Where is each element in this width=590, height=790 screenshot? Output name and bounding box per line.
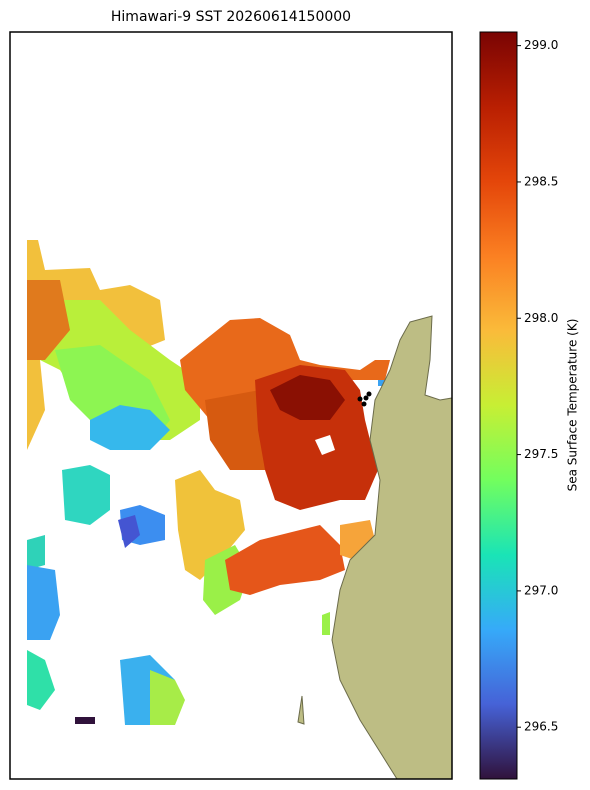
colorbar-tick-label: 299.0 (524, 38, 558, 52)
colorbar-tick-label: 297.0 (524, 583, 558, 597)
sst-field (27, 240, 390, 725)
colorbar-tick-label: 296.5 (524, 720, 558, 734)
map-frame (9, 31, 453, 780)
land (331, 315, 453, 780)
chart-title: Himawari-9 SST 20260614150000 (111, 9, 351, 25)
colorbar-label: Sea Surface Temperature (K) (566, 319, 580, 492)
colorbar-tick-label: 297.5 (524, 447, 558, 461)
colorbar (479, 31, 518, 780)
station-markers (357, 391, 372, 407)
colorbar-tick-label: 298.0 (524, 311, 558, 325)
island (297, 695, 305, 725)
colorbar-tick-label: 298.5 (524, 174, 558, 188)
